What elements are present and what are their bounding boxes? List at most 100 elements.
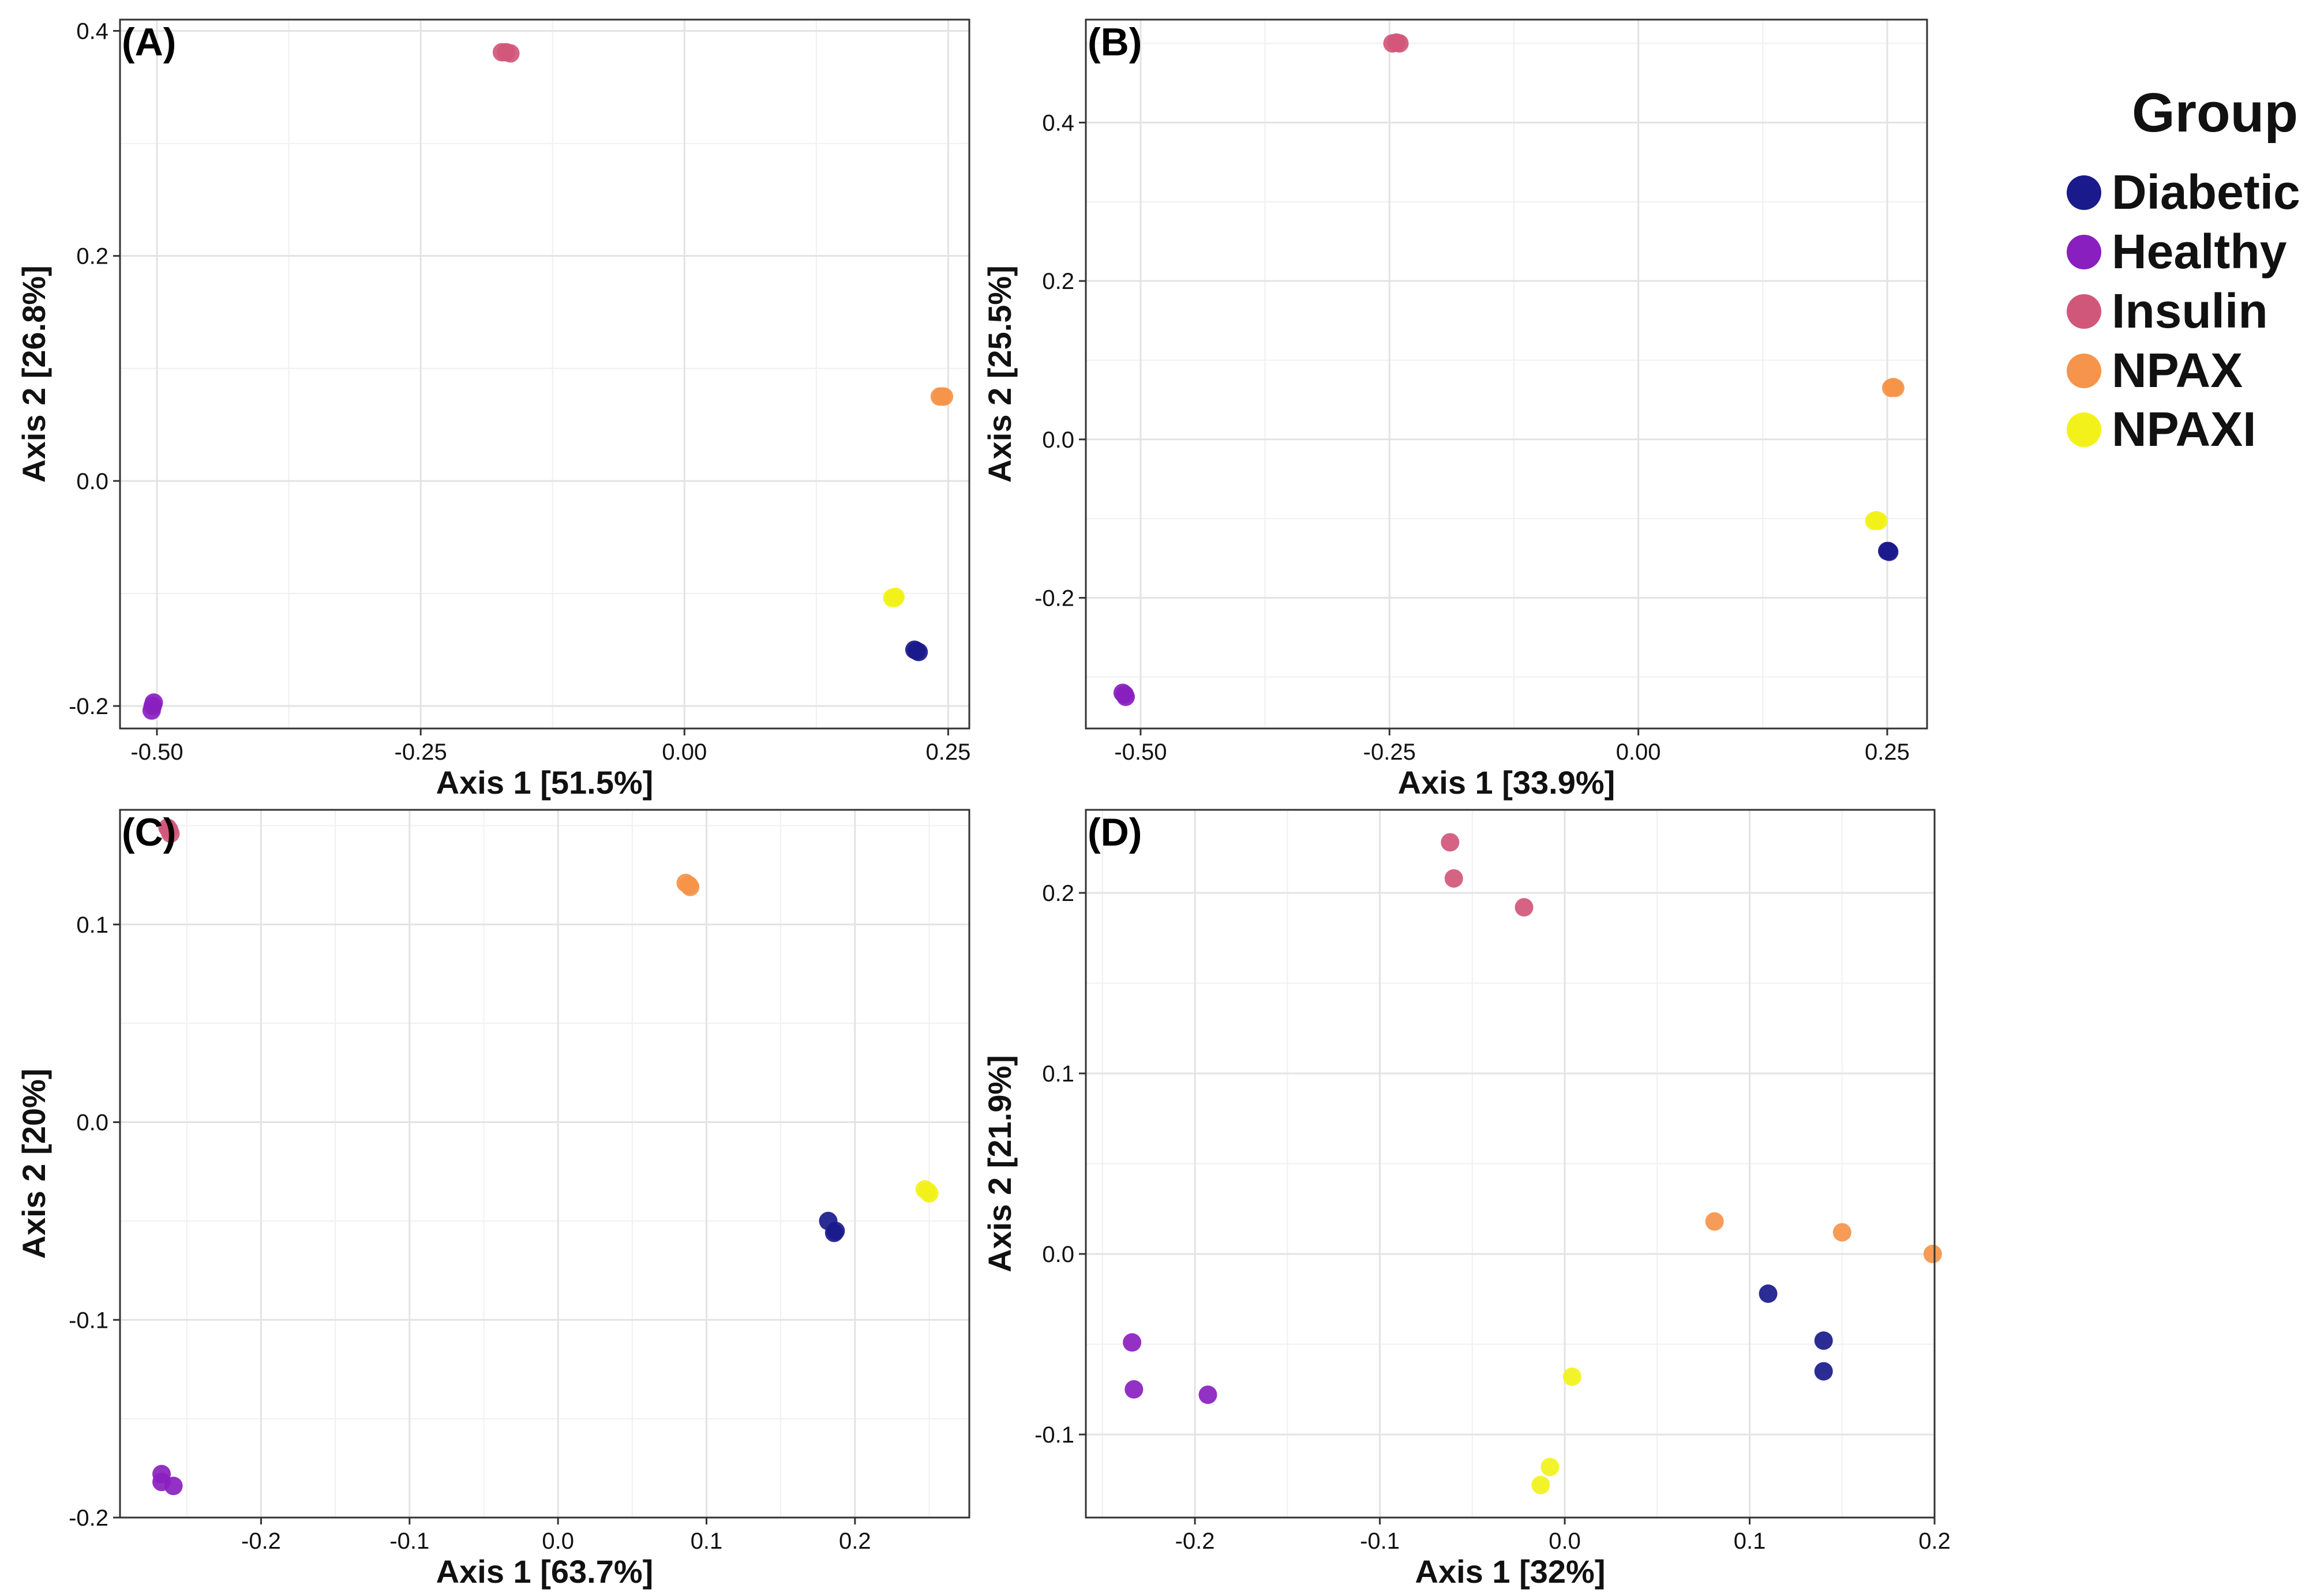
panel-a-label: (A) bbox=[122, 20, 176, 64]
panel-d-y-tick-label: -0.1 bbox=[1034, 1422, 1074, 1448]
panel-b-x-tick-label: -0.25 bbox=[1363, 739, 1416, 765]
panel-c-point-insulin bbox=[159, 820, 178, 839]
panel-d-x-tick-label: 0.1 bbox=[1734, 1529, 1766, 1554]
panel-a-x-tick-label: 0.00 bbox=[662, 739, 707, 765]
panel-d-y-ticks: -0.1 0.0 0.1 0.2 bbox=[1034, 881, 1086, 1448]
panel-d-point-npaxi bbox=[1562, 1367, 1581, 1386]
legend-entry-insulin: Insulin bbox=[2067, 284, 2268, 338]
panel-b-y-tick-label: 0.0 bbox=[1042, 427, 1074, 453]
panel-c-y-tick-label: 0.0 bbox=[76, 1110, 108, 1136]
panel-a-grid bbox=[120, 20, 969, 728]
panel-d-x-axis-title: Axis 1 [32%] bbox=[1415, 1553, 1606, 1590]
panel-a-point-npax bbox=[932, 387, 951, 406]
panel-d-x-tick-label: 0.2 bbox=[1918, 1529, 1951, 1554]
panel-c-points bbox=[152, 818, 939, 1496]
legend-entry-npax: NPAX bbox=[2067, 343, 2243, 397]
panel-c-y-tick-label: -0.1 bbox=[69, 1308, 108, 1333]
legend-entry-healthy: Healthy bbox=[2067, 224, 2287, 279]
panel-d-point-npax bbox=[1832, 1223, 1851, 1242]
panel-a-y-tick-label: 0.0 bbox=[76, 469, 108, 494]
panel-a-y-ticks: -0.2 0.0 0.2 0.4 bbox=[69, 19, 120, 719]
panel-d-point-diabetic bbox=[1759, 1284, 1778, 1303]
panel-c-x-tick-label: 0.2 bbox=[839, 1529, 871, 1554]
panel-b-x-tick-label: -0.50 bbox=[1114, 739, 1167, 765]
panel-d-x-tick-label: 0.0 bbox=[1549, 1529, 1581, 1554]
panel-d-point-npaxi bbox=[1540, 1458, 1560, 1477]
panel-b-points bbox=[1113, 33, 1905, 707]
panel-b: -0.50 -0.25 0.00 0.25 -0.2 0.0 0.2 0.4 (B) Axi… bbox=[981, 18, 1928, 801]
panel-b-y-tick-label: 0.4 bbox=[1042, 111, 1074, 136]
panel-a-y-tick-label: 0.2 bbox=[76, 244, 108, 269]
panel-a-point-diabetic bbox=[907, 641, 926, 660]
panel-c-x-tick-label: 0.1 bbox=[691, 1529, 723, 1554]
panel-d-frame bbox=[1085, 809, 1936, 1519]
panel-c-y-tick-label: -0.2 bbox=[69, 1505, 108, 1531]
panel-b-point-npaxi bbox=[1867, 510, 1886, 530]
legend-swatch-insulin bbox=[2067, 294, 2101, 329]
panel-b-y-tick-label: 0.2 bbox=[1042, 269, 1074, 294]
panel-c-x-axis-title: Axis 1 [63.7%] bbox=[436, 1553, 654, 1590]
panel-a-y-tick-label: 0.4 bbox=[76, 19, 108, 44]
panel-c-x-tick-label: -0.1 bbox=[389, 1529, 429, 1554]
panel-a: -0.50 -0.25 0.00 0.25 -0.2 0.0 0.2 0.4 (A) Axi… bbox=[16, 18, 970, 801]
panel-d-point-npax bbox=[1705, 1212, 1724, 1231]
legend-entry-diabetic: Diabetic bbox=[2067, 165, 2300, 219]
panel-d-y-tick-label: 0.0 bbox=[1042, 1242, 1074, 1267]
legend-swatch-healthy bbox=[2067, 235, 2101, 269]
panel-a-x-axis-title: Axis 1 [51.5%] bbox=[436, 764, 654, 801]
panel-a-point-npaxi bbox=[885, 588, 904, 607]
panel-a-x-tick-label: -0.50 bbox=[130, 739, 183, 765]
legend-title: Group bbox=[2132, 82, 2298, 144]
panel-d-point-insulin bbox=[1444, 869, 1463, 888]
panel-c-y-axis-title: Axis 2 [20%] bbox=[16, 1069, 52, 1259]
panel-b-point-healthy bbox=[1115, 685, 1134, 704]
panel-b-point-diabetic bbox=[1879, 542, 1898, 561]
panel-a-point-healthy bbox=[143, 696, 162, 715]
panel-d-y-axis-title: Axis 2 [21.9%] bbox=[981, 1055, 1018, 1272]
panel-d-point-healthy bbox=[1124, 1380, 1144, 1399]
panel-a-points bbox=[142, 43, 954, 720]
panel-c-frame bbox=[119, 809, 970, 1519]
panel-d-point-insulin bbox=[1515, 898, 1534, 917]
legend-swatch-npaxi bbox=[2067, 412, 2101, 447]
panel-d-x-tick-label: -0.1 bbox=[1360, 1529, 1400, 1554]
legend-label-healthy: Healthy bbox=[2112, 224, 2287, 279]
panel-d-points bbox=[1123, 833, 1942, 1494]
panel-d-point-npaxi bbox=[1531, 1475, 1550, 1494]
panel-b-plot-area bbox=[1086, 20, 1927, 728]
panel-d-grid bbox=[1086, 810, 1936, 1518]
panel-d: -0.2 -0.1 0.0 0.1 0.2 -0.1 0.0 0.1 0.2 (D) Axis… bbox=[981, 809, 1951, 1590]
panel-d-point-healthy bbox=[1198, 1385, 1217, 1405]
panel-c-x-tick-label: -0.2 bbox=[241, 1529, 281, 1554]
panel-b-x-ticks: -0.50 -0.25 0.00 0.25 bbox=[1114, 728, 1910, 765]
panel-a-frame bbox=[119, 18, 970, 730]
legend-label-npax: NPAX bbox=[2112, 343, 2243, 397]
panel-c-point-npax bbox=[679, 876, 698, 895]
panel-d-point-npax bbox=[1923, 1245, 1942, 1264]
panel-c-plot-area bbox=[120, 810, 969, 1518]
panel-d-point-diabetic bbox=[1814, 1362, 1833, 1381]
panel-c-x-tick-label: 0.0 bbox=[542, 1529, 574, 1554]
panel-a-y-axis-title: Axis 2 [26.8%] bbox=[16, 265, 52, 483]
panel-d-y-tick-label: 0.1 bbox=[1042, 1061, 1074, 1087]
legend-swatch-npax bbox=[2067, 354, 2101, 388]
panel-c-grid bbox=[120, 810, 969, 1519]
panel-b-grid bbox=[1086, 20, 1927, 728]
panel-d-x-tick-label: -0.2 bbox=[1175, 1529, 1215, 1554]
panel-c-x-ticks: -0.2 -0.1 0.0 0.1 0.2 bbox=[241, 1518, 871, 1554]
legend-label-diabetic: Diabetic bbox=[2112, 165, 2300, 219]
panel-b-frame bbox=[1085, 18, 1928, 730]
panel-c-y-tick-label: 0.1 bbox=[76, 912, 108, 938]
panel-a-plot-area bbox=[120, 20, 969, 728]
panel-c-y-ticks: -0.2 -0.1 0.0 0.1 bbox=[69, 912, 120, 1531]
panel-b-label: (B) bbox=[1088, 20, 1142, 64]
panel-d-label: (D) bbox=[1088, 810, 1142, 854]
panel-d-y-tick-label: 0.2 bbox=[1042, 881, 1074, 906]
panel-b-y-axis-title: Axis 2 [25.5%] bbox=[981, 265, 1018, 483]
panel-c-point-diabetic bbox=[824, 1223, 844, 1242]
panel-d-point-diabetic bbox=[1814, 1331, 1833, 1350]
panel-c-label: (C) bbox=[122, 810, 176, 854]
panel-a-point-insulin bbox=[497, 43, 516, 62]
panel-b-y-tick-label: -0.2 bbox=[1034, 585, 1074, 611]
